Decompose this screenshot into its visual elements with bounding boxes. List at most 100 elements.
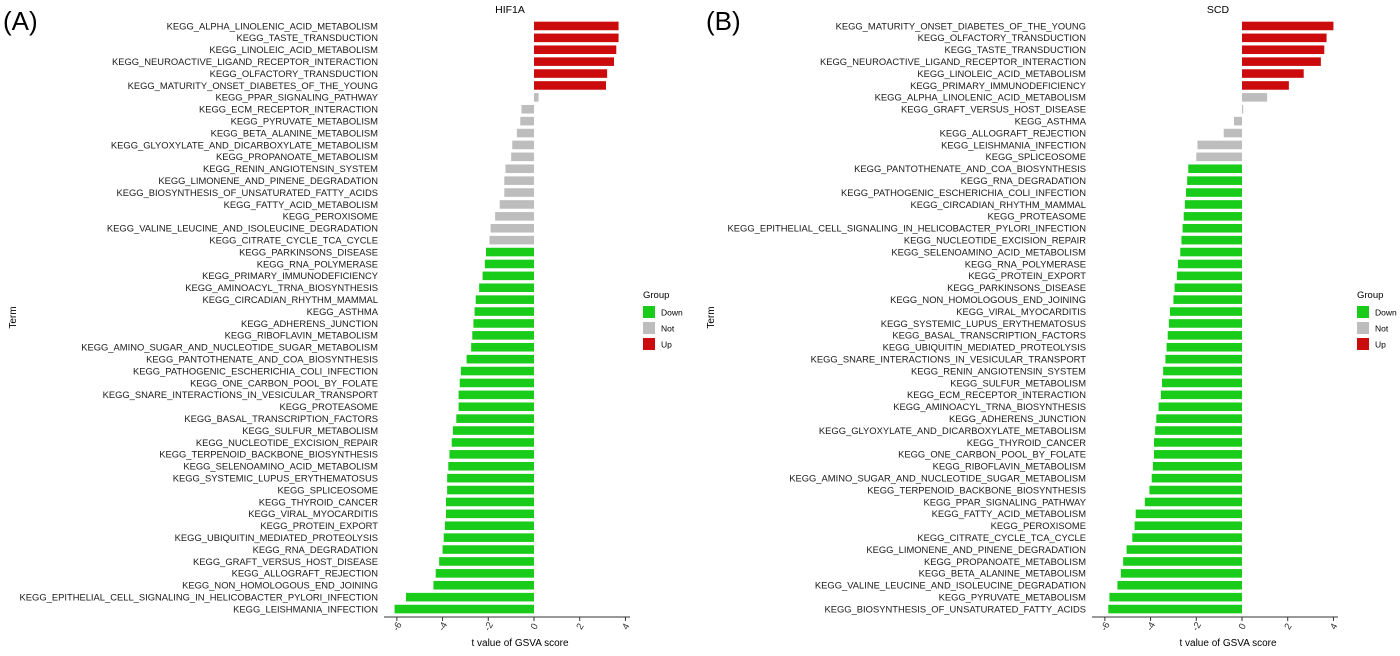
category-label: KEGG_PANTOTHENATE_AND_COA_BIOSYNTHESIS xyxy=(854,163,1086,174)
category-label: KEGG_ALPHA_LINOLENIC_ACID_METABOLISM xyxy=(875,92,1087,103)
category-label: KEGG_PROTEASOME xyxy=(988,211,1086,222)
bar xyxy=(1223,128,1242,138)
bar xyxy=(1162,378,1242,388)
category-label: KEGG_ALLOGRAFT_REJECTION xyxy=(940,127,1086,138)
category-label: KEGG_SELENOAMINO_ACID_METABOLISM xyxy=(891,246,1086,257)
bar xyxy=(1184,200,1242,209)
x-tick-label: 0 xyxy=(529,622,541,632)
category-label: KEGG_FATTY_ACID_METABOLISM xyxy=(224,199,379,210)
bar xyxy=(1197,140,1242,150)
category-label: KEGG_PROPANOATE_METABOLISM xyxy=(924,556,1086,567)
category-label: KEGG_NEUROACTIVE_LIGAND_RECEPTOR_INTERAC… xyxy=(112,56,378,67)
bar xyxy=(1108,604,1242,614)
bar xyxy=(444,521,534,531)
legend-entry: Up xyxy=(1375,340,1386,350)
bar xyxy=(504,176,534,185)
bar xyxy=(1160,390,1242,400)
bar xyxy=(1242,104,1244,114)
bar xyxy=(534,81,606,90)
bar xyxy=(1242,69,1304,78)
bar xyxy=(443,533,534,542)
bar xyxy=(394,604,534,614)
category-label: KEGG_LEISHMANIA_INFECTION xyxy=(233,603,378,614)
category-label: KEGG_BASAL_TRANSCRIPTION_FACTORS xyxy=(892,330,1086,341)
bar xyxy=(1158,402,1242,412)
category-label: KEGG_PYRUVATE_METABOLISM xyxy=(231,115,379,126)
category-label: KEGG_BASAL_TRANSCRIPTION_FACTORS xyxy=(184,413,378,424)
category-label: KEGG_PPAR_SIGNALING_PATHWAY xyxy=(215,92,378,103)
legend-entry: Not xyxy=(661,324,675,334)
bar xyxy=(482,271,534,281)
bar xyxy=(406,592,534,602)
category-label: KEGG_PRIMARY_IMMUNODEFICIENCY xyxy=(202,270,379,281)
category-label: KEGG_SULFUR_METABOLISM xyxy=(950,377,1086,388)
category-label: KEGG_CIRCADIAN_RHYTHM_MAMMAL xyxy=(202,294,378,305)
category-label: KEGG_RIBOFLAVIN_METABOLISM xyxy=(225,330,379,341)
bar xyxy=(1182,223,1242,233)
x-tick-label: 2 xyxy=(1282,622,1294,632)
legend-swatch xyxy=(643,306,655,318)
category-label: KEGG_LINOLEIC_ACID_METABOLISM xyxy=(917,68,1086,79)
bar xyxy=(475,295,534,304)
bar xyxy=(1242,33,1327,43)
category-label: KEGG_ALPHA_LINOLENIC_ACID_METABOLISM xyxy=(167,20,379,31)
bar xyxy=(1242,21,1334,31)
category-label: KEGG_VALINE_LEUCINE_AND_ISOLEUCINE_DEGRA… xyxy=(107,223,378,234)
bar xyxy=(1181,235,1242,245)
bar xyxy=(456,414,534,423)
bar xyxy=(1178,259,1242,269)
category-label: KEGG_ADHERENS_JUNCTION xyxy=(949,413,1086,424)
legend-title: Group xyxy=(643,290,669,301)
category-label: KEGG_VALINE_LEUCINE_AND_ISOLEUCINE_DEGRA… xyxy=(815,580,1086,591)
category-label: KEGG_GLYOXYLATE_AND_DICARBOXYLATE_METABO… xyxy=(111,139,378,150)
category-label: KEGG_SNARE_INTERACTIONS_IN_VESICULAR_TRA… xyxy=(103,389,379,400)
x-tick-label: 2 xyxy=(574,622,586,632)
legend: Group Down Not Up xyxy=(643,290,683,350)
category-label: KEGG_ONE_CARBON_POOL_BY_FOLATE xyxy=(190,377,378,388)
category-label: KEGG_PARKINSONS_DISEASE xyxy=(239,246,378,257)
bar xyxy=(1234,116,1242,126)
panel-letter: (B) xyxy=(706,6,741,36)
category-label: KEGG_GRAFT_VERSUS_HOST_DISEASE xyxy=(193,556,378,567)
legend-swatch xyxy=(643,338,655,350)
bar xyxy=(473,319,534,328)
y-axis-label: Term xyxy=(8,306,19,328)
category-label: KEGG_CITRATE_CYCLE_TCA_CYCLE xyxy=(209,234,378,245)
category-label: KEGG_ECM_RECEPTOR_INTERACTION xyxy=(199,104,378,115)
category-label: KEGG_PROTEIN_EXPORT xyxy=(968,270,1086,281)
category-label: KEGG_ALLOGRAFT_REJECTION xyxy=(232,568,378,579)
x-axis-label: t value of GSVA score xyxy=(471,638,569,649)
bar xyxy=(472,331,534,340)
category-label: KEGG_ONE_CARBON_POOL_BY_FOLATE xyxy=(898,449,1086,460)
category-label: KEGG_PEROXISOME xyxy=(283,211,378,222)
x-tick-label: 0 xyxy=(1237,622,1249,632)
category-label: KEGG_LIMONENE_AND_PINENE_DEGRADATION xyxy=(158,175,378,186)
category-label: KEGG_ASTHMA xyxy=(307,306,379,317)
category-label: KEGG_RENIN_ANGIOTENSIN_SYSTEM xyxy=(911,365,1086,376)
bar xyxy=(1168,319,1242,328)
category-label: KEGG_SELENOAMINO_ACID_METABOLISM xyxy=(183,461,378,472)
bar xyxy=(1123,557,1242,566)
category-label: KEGG_PATHOGENIC_ESCHERICHIA_COLI_INFECTI… xyxy=(841,187,1086,198)
bar xyxy=(449,450,534,459)
category-label: KEGG_PPAR_SIGNALING_PATHWAY xyxy=(923,496,1086,507)
category-label: KEGG_NUCLEOTIDE_EXCISION_REPAIR xyxy=(904,234,1086,245)
bar xyxy=(1135,509,1242,519)
bar xyxy=(447,473,534,483)
category-label: KEGG_NEUROACTIVE_LIGAND_RECEPTOR_INTERAC… xyxy=(820,56,1086,67)
bar xyxy=(474,307,534,316)
bar xyxy=(520,116,534,126)
category-label: KEGG_NON_HOMOLOGOUS_END_JOINING xyxy=(182,580,378,591)
legend: Group Down Not Up xyxy=(1357,290,1397,350)
bar xyxy=(1183,212,1242,221)
category-label: KEGG_GLYOXYLATE_AND_DICARBOXYLATE_METABO… xyxy=(819,425,1086,436)
bar xyxy=(534,93,539,102)
bar xyxy=(459,378,534,388)
bar xyxy=(1196,152,1242,162)
category-label: KEGG_PEROXISOME xyxy=(991,520,1086,531)
category-label: KEGG_TASTE_TRANSDUCTION xyxy=(236,32,378,43)
category-label: KEGG_AMINO_SUGAR_AND_NUCLEOTIDE_SUGAR_ME… xyxy=(81,342,378,353)
bar xyxy=(1134,521,1242,531)
legend-title: Group xyxy=(1357,290,1383,301)
bar xyxy=(439,557,534,566)
